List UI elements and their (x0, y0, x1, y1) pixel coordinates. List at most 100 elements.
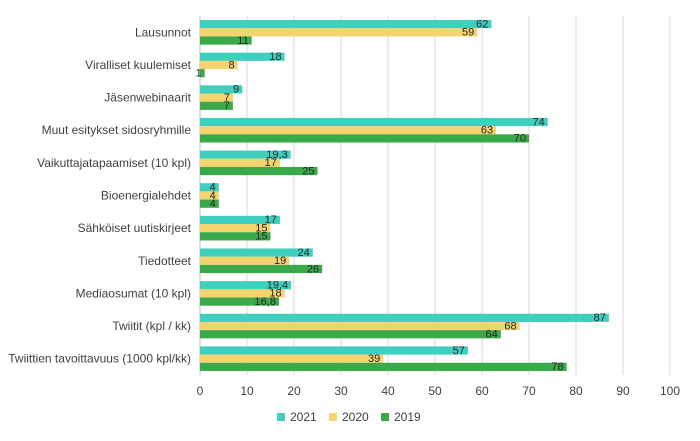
legend-swatch-2021 (277, 413, 285, 421)
value-label: 57 (453, 345, 465, 357)
x-tick-label: 100 (660, 384, 680, 398)
value-label: 7 (224, 100, 230, 112)
value-label: 15 (255, 222, 267, 234)
value-label: 8 (228, 59, 234, 71)
bar-2020 (200, 256, 290, 265)
bar-2021 (200, 248, 313, 257)
value-label: 59 (462, 27, 474, 39)
bar-2020 (200, 191, 219, 200)
category-labels: Lausunnot Viralliset kuulemiset Jäsenwebin… (8, 25, 191, 365)
category-label: Mediaosumat (10 kpl) (76, 286, 191, 300)
bar-2021 (200, 281, 292, 290)
legend-swatch-2020 (329, 413, 337, 421)
x-tick-labels: 0 10 20 30 40 50 60 70 80 90 100 (197, 384, 681, 398)
x-tick-label: 0 (197, 384, 204, 398)
x-tick-label: 90 (616, 384, 630, 398)
bars (200, 20, 609, 371)
x-tick-label: 60 (475, 384, 489, 398)
x-tick-label: 20 (287, 384, 301, 398)
bar-2021 (200, 346, 468, 355)
category-label: Twiittien tavoittavuus (1000 kpl/kk) (8, 352, 191, 366)
bar-2019 (200, 134, 529, 143)
value-label: 18 (269, 51, 281, 63)
gridlines (199, 16, 671, 375)
value-label: 25 (302, 165, 314, 177)
value-label: 70 (514, 133, 526, 145)
category-label: Lausunnot (135, 25, 192, 39)
value-label: 78 (551, 361, 563, 373)
legend-label: 2020 (342, 410, 369, 424)
bar-2019 (200, 199, 219, 208)
bar-2019 (200, 36, 252, 45)
bar-2020 (200, 354, 384, 363)
category-label: Viralliset kuulemiset (85, 58, 191, 72)
category-label: Vaikuttajatapaamiset (10 kpl) (37, 156, 191, 170)
bar-2020 (200, 158, 280, 167)
value-label: 26 (307, 263, 319, 275)
bar-2020 (200, 224, 271, 233)
value-label: 63 (481, 125, 493, 137)
bar-2020 (200, 289, 285, 298)
bar-2019 (200, 69, 205, 78)
value-label: 19,3 (266, 149, 287, 161)
bar-2021 (200, 150, 291, 159)
bar-2019 (200, 264, 323, 274)
category-label: Jäsenwebinaarit (104, 91, 191, 105)
value-label: 4 (210, 190, 216, 202)
bar-2019 (200, 330, 501, 339)
bar-2019 (200, 297, 279, 306)
category-label: Bioenergialehdet (101, 189, 192, 203)
value-label: 18 (269, 288, 281, 300)
value-label: 17 (265, 157, 277, 169)
value-labels: 625911188197774637019,317254441715152419… (196, 18, 606, 373)
value-label: 87 (594, 312, 606, 324)
category-label: Sähköiset uutiskirjeet (78, 221, 192, 235)
legend: 2021 2020 2019 (277, 410, 421, 424)
bar-2019 (200, 362, 567, 371)
bar-2021 (200, 215, 280, 225)
bar-2020 (200, 28, 478, 37)
x-tick-label: 40 (381, 384, 395, 398)
x-tick-label: 80 (569, 384, 583, 398)
legend-swatch-2019 (381, 413, 389, 421)
x-tick-label: 30 (334, 384, 348, 398)
value-label: 9 (233, 84, 239, 96)
x-tick-label: 10 (240, 384, 254, 398)
value-label: 62 (476, 18, 488, 30)
bar-2020 (200, 321, 520, 331)
value-label: 68 (504, 320, 516, 332)
bar-2019 (200, 101, 233, 110)
legend-label: 2019 (394, 410, 421, 424)
bar-2021 (200, 52, 285, 61)
bar-2021 (200, 183, 219, 192)
bar-2021 (200, 85, 243, 94)
value-label: 24 (298, 247, 310, 259)
category-label: Twiitit (kpl / kk) (112, 319, 191, 333)
category-label: Tiedotteet (138, 254, 192, 268)
bar-2021 (200, 20, 492, 29)
x-tick-label: 50 (428, 384, 442, 398)
value-label: 19 (274, 255, 286, 267)
value-label: 19,4 (267, 280, 288, 292)
value-label: 1 (196, 67, 202, 79)
bar-2021 (200, 313, 609, 322)
bar-2021 (200, 117, 548, 127)
category-label: Muut esitykset sidosryhmille (42, 123, 192, 137)
bar-2019 (200, 166, 318, 176)
bar-2020 (200, 126, 497, 135)
value-label: 16,8 (255, 296, 276, 308)
value-label: 4 (210, 198, 216, 210)
value-label: 11 (237, 35, 248, 47)
value-label: 7 (224, 92, 230, 104)
legend-label: 2021 (290, 410, 317, 424)
value-label: 39 (368, 353, 380, 365)
bar-2020 (200, 60, 238, 70)
value-label: 4 (210, 182, 216, 194)
value-label: 17 (265, 214, 277, 226)
value-label: 64 (486, 329, 498, 341)
value-label: 15 (255, 231, 267, 243)
bar-2020 (200, 93, 233, 102)
x-tick-label: 70 (522, 384, 536, 398)
value-label: 74 (533, 116, 545, 128)
